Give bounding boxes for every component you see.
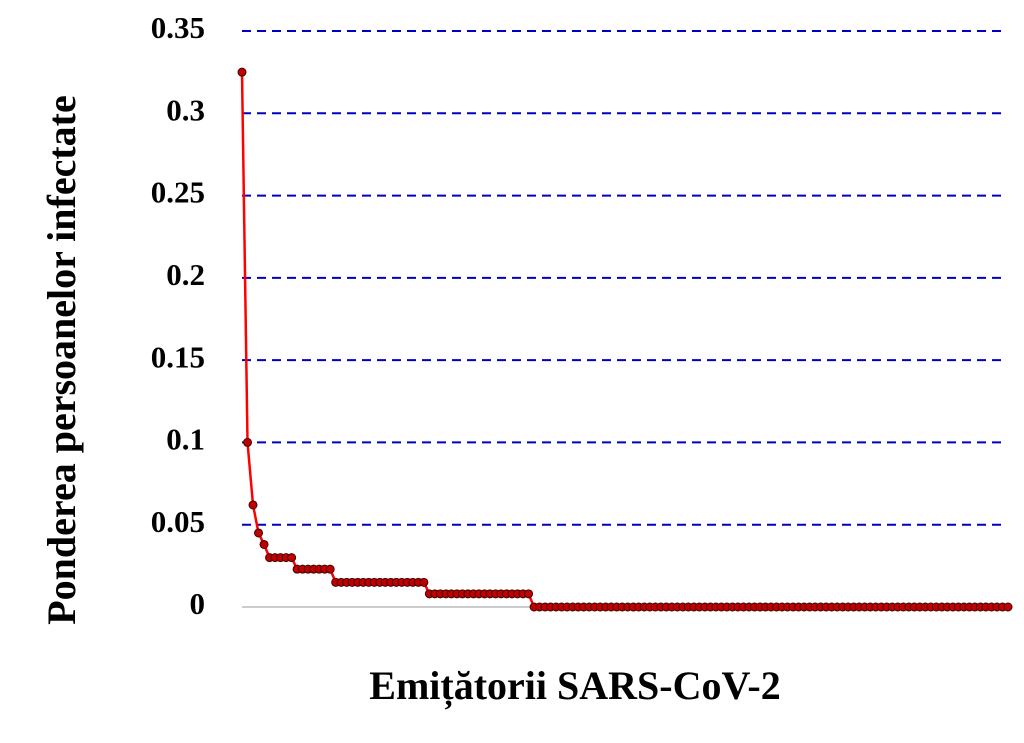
y-axis-title: Ponderea persoanelor infectate (39, 95, 84, 625)
data-point (259, 539, 269, 549)
y-tick-label: 0 (190, 586, 206, 621)
y-tick-label: 0.35 (151, 10, 205, 45)
data-point (248, 500, 258, 510)
data-line (240, 72, 1008, 609)
y-tick-label: 0.3 (166, 92, 205, 127)
x-axis-title: Emițătorii SARS-CoV-2 (369, 663, 780, 709)
data-point (1003, 602, 1013, 612)
y-tick-label: 0.05 (151, 504, 205, 539)
y-tick-label: 0.15 (151, 339, 205, 374)
data-point (419, 577, 429, 587)
data-point (243, 437, 253, 447)
data-point (325, 564, 335, 574)
data-point (287, 553, 297, 563)
y-tick-label: 0.25 (151, 175, 205, 210)
data-point (237, 67, 247, 77)
data-point (524, 589, 534, 599)
y-tick-label: 0.1 (166, 422, 205, 457)
data-point (254, 528, 264, 538)
y-tick-label: 0.2 (166, 257, 205, 292)
